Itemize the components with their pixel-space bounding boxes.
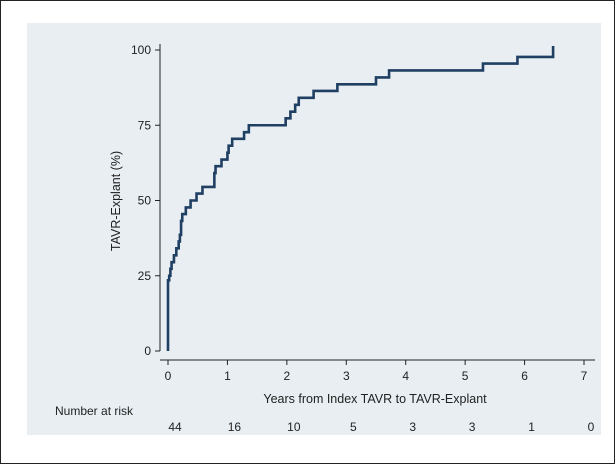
x-axis-label: Years from Index TAVR to TAVR-Explant	[263, 392, 487, 406]
risk-count: 0	[588, 420, 595, 434]
x-tick-label: 6	[521, 369, 528, 383]
risk-count: 3	[469, 420, 476, 434]
x-tick-label: 0	[165, 369, 172, 383]
risk-count: 1	[528, 420, 535, 434]
y-axis: 0 25 50 75 100	[131, 43, 161, 358]
y-tick-label: 75	[138, 118, 152, 132]
y-tick-label: 25	[138, 269, 152, 283]
series-line	[166, 50, 555, 351]
series-layer	[166, 46, 555, 351]
y-tick-label: 100	[131, 43, 151, 57]
x-axis: 0 1 2 3 4 5 6 7	[160, 359, 595, 383]
risk-table-label: Number at risk	[55, 404, 134, 418]
risk-count: 16	[228, 420, 242, 434]
risk-table-counts: 44 16 10 5 3 3 1 0	[168, 420, 594, 434]
y-axis-label: TAVR-Explant (%)	[109, 151, 123, 251]
risk-count: 3	[409, 420, 416, 434]
x-tick-label: 2	[284, 369, 291, 383]
x-tick-label: 5	[462, 369, 469, 383]
y-tick-label: 50	[138, 194, 152, 208]
risk-count: 10	[287, 420, 301, 434]
x-tick-label: 7	[581, 369, 588, 383]
y-tick-label: 0	[144, 344, 151, 358]
risk-count: 5	[350, 420, 357, 434]
risk-count: 44	[168, 420, 182, 434]
x-tick-label: 1	[224, 369, 231, 383]
x-tick-label: 3	[343, 369, 350, 383]
x-tick-label: 4	[402, 369, 409, 383]
